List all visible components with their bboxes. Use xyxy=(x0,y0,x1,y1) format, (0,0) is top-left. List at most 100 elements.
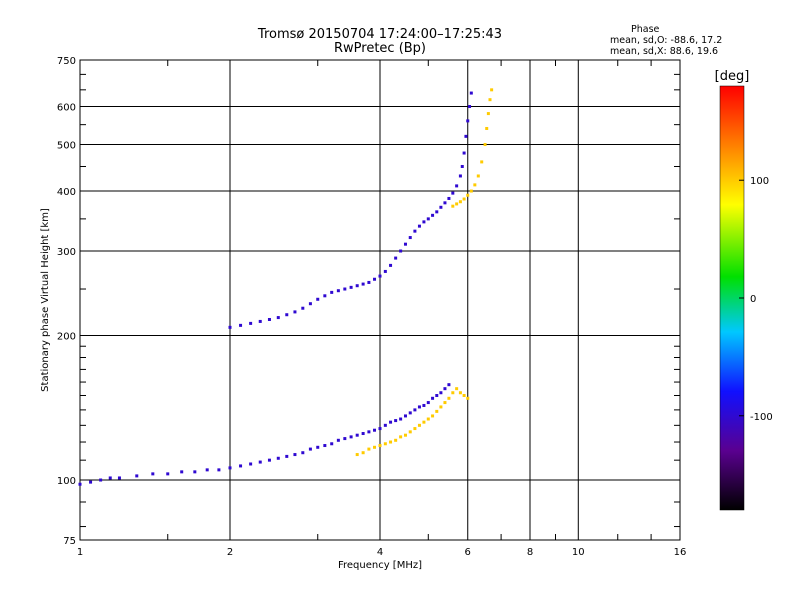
data-point xyxy=(89,480,93,484)
data-point xyxy=(276,316,280,320)
phase-info-x-mode: mean, sd,X: 88.6, 19.6 xyxy=(610,46,719,57)
data-point xyxy=(373,445,377,449)
x-tick-label: 8 xyxy=(527,547,533,558)
data-point xyxy=(403,414,407,418)
x-tick-label: 10 xyxy=(572,547,585,558)
data-point xyxy=(455,202,459,206)
data-point xyxy=(389,440,393,444)
data-point xyxy=(486,112,490,116)
data-point xyxy=(343,287,347,291)
data-point xyxy=(426,417,430,421)
data-point xyxy=(455,387,459,391)
data-point xyxy=(323,294,327,298)
data-point xyxy=(349,435,353,439)
data-point xyxy=(355,433,359,437)
data-point xyxy=(361,432,365,436)
data-point xyxy=(373,277,377,281)
data-point xyxy=(99,478,103,482)
data-point xyxy=(383,269,387,273)
y-tick-label: 600 xyxy=(57,103,76,114)
data-point xyxy=(336,289,340,293)
x-tick-label: 1 xyxy=(77,547,83,558)
data-point xyxy=(267,317,271,321)
data-point xyxy=(378,427,382,431)
data-point xyxy=(301,306,305,310)
data-point xyxy=(469,91,473,95)
data-point xyxy=(276,456,280,460)
data-point xyxy=(389,263,393,267)
chart-subtitle: RwPretec (Bp) xyxy=(333,41,427,56)
data-point xyxy=(389,420,393,424)
phase-info-title: Phase xyxy=(631,24,660,35)
data-point xyxy=(394,256,398,260)
data-point xyxy=(466,193,470,197)
data-point xyxy=(399,249,403,253)
data-point xyxy=(399,417,403,421)
data-point xyxy=(316,445,320,449)
data-point xyxy=(476,174,480,178)
data-point xyxy=(447,196,451,200)
data-point xyxy=(205,468,209,472)
data-point xyxy=(485,126,489,130)
data-point xyxy=(462,151,466,155)
y-tick-label: 100 xyxy=(57,476,76,487)
data-point xyxy=(447,396,451,400)
data-point xyxy=(117,476,121,480)
data-point xyxy=(361,451,365,455)
data-point xyxy=(239,323,243,327)
data-point xyxy=(301,451,305,455)
data-point xyxy=(394,419,398,423)
data-point xyxy=(249,321,253,325)
data-point xyxy=(490,88,494,92)
data-point xyxy=(443,387,447,391)
x-axis-label: Frequency [MHz] xyxy=(338,560,422,571)
data-point xyxy=(443,401,447,405)
data-point xyxy=(417,224,421,228)
data-point xyxy=(361,282,365,286)
data-point xyxy=(431,414,435,418)
data-point xyxy=(78,482,82,486)
data-point xyxy=(316,297,320,301)
data-point xyxy=(258,319,262,323)
colorbar-tick-label: -100 xyxy=(750,412,773,423)
data-point xyxy=(343,437,347,441)
data-point xyxy=(431,213,435,217)
data-point xyxy=(355,453,359,457)
data-point xyxy=(422,420,426,424)
data-point xyxy=(455,184,459,188)
data-point xyxy=(462,394,466,398)
data-point xyxy=(488,98,492,102)
data-point xyxy=(426,401,430,405)
data-point xyxy=(447,383,451,387)
data-point xyxy=(108,476,112,480)
data-point xyxy=(403,242,407,246)
data-point xyxy=(435,409,439,413)
data-point xyxy=(249,462,253,466)
data-point xyxy=(349,285,353,289)
data-point xyxy=(383,442,387,446)
data-point xyxy=(473,183,477,187)
data-point xyxy=(408,411,412,415)
data-point xyxy=(426,217,430,221)
x-tick-label: 6 xyxy=(465,547,471,558)
data-point xyxy=(451,204,455,208)
data-point xyxy=(483,143,487,147)
data-point xyxy=(228,325,232,329)
data-point xyxy=(228,466,232,470)
data-point xyxy=(408,430,412,434)
data-point xyxy=(462,197,466,201)
data-point xyxy=(394,438,398,442)
data-point xyxy=(439,405,443,409)
data-point xyxy=(239,464,243,468)
y-axis-label: Stationary phase Virtual Height [km] xyxy=(40,208,51,392)
data-point xyxy=(367,430,371,434)
data-point xyxy=(336,438,340,442)
data-point xyxy=(466,119,470,123)
data-point xyxy=(469,189,473,193)
data-point xyxy=(403,433,407,437)
x-tick-label: 4 xyxy=(377,547,383,558)
data-point xyxy=(180,470,184,474)
data-point xyxy=(480,160,484,164)
data-point xyxy=(378,274,382,278)
